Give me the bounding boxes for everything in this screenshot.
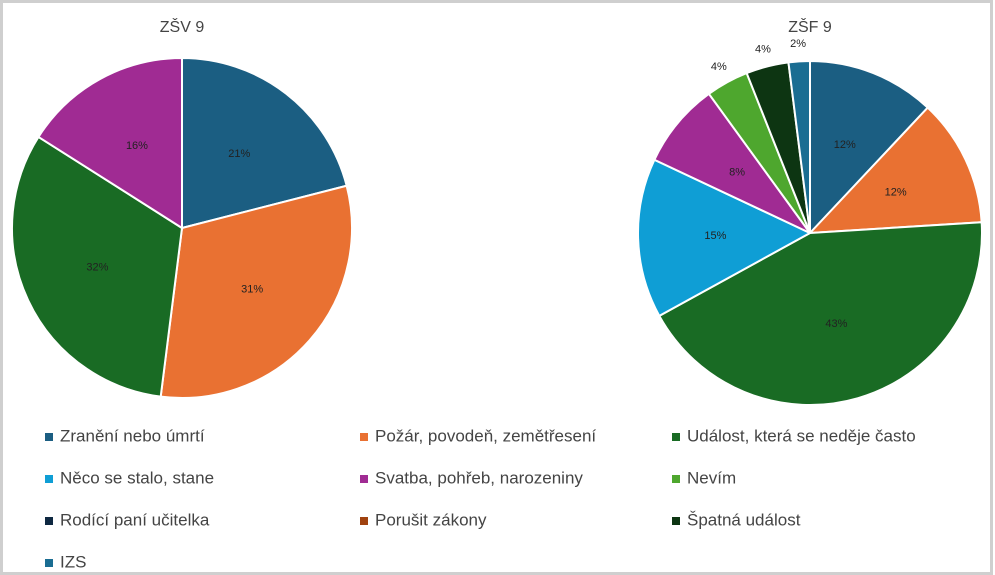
legend-label: Požár, povodeň, zemětřesení — [375, 426, 596, 445]
pie-slice — [637, 158, 813, 318]
legend-label: Něco se stalo, stane — [60, 468, 214, 487]
legend-marker — [672, 433, 680, 441]
data-label: 21% — [228, 148, 250, 160]
legend-marker — [360, 517, 368, 525]
legend-label: Událost, která se neděje často — [687, 426, 916, 445]
pie-slice — [657, 221, 984, 407]
legend-marker — [672, 475, 680, 483]
data-label: 43% — [825, 318, 847, 330]
legend-label: Svatba, pohřeb, narozeniny — [375, 468, 583, 487]
pie-slice — [787, 59, 811, 234]
data-label: 4% — [711, 61, 727, 73]
pie-slice — [37, 56, 183, 230]
legend-label: Špatná událost — [687, 510, 801, 529]
legend-marker — [45, 433, 53, 441]
pie-slice — [809, 59, 930, 236]
pie-slice — [159, 184, 353, 399]
data-label: 4% — [755, 44, 771, 56]
data-label: 15% — [704, 230, 726, 242]
data-label: 8% — [729, 167, 745, 179]
data-label: 12% — [834, 139, 856, 151]
legend-marker — [45, 517, 53, 525]
legend-marker — [360, 475, 368, 483]
legend-label: Porušit zákony — [375, 510, 487, 529]
legend-label: Zranění nebo úmrtí — [60, 426, 205, 445]
data-label: 16% — [126, 140, 148, 152]
legend-label: Nevím — [687, 468, 736, 487]
data-label: 12% — [885, 187, 907, 199]
data-label: 31% — [241, 284, 263, 296]
legend-label: Rodící paní učitelka — [60, 510, 210, 529]
legend-label: IZS — [60, 552, 86, 571]
pie-slice — [807, 106, 983, 235]
data-label: 2% — [790, 38, 806, 50]
chart-title: ZŠF 9 — [788, 17, 832, 36]
legend-marker — [45, 559, 53, 567]
legend-marker — [45, 475, 53, 483]
chart-title: ZŠV 9 — [160, 17, 205, 36]
pie-slice — [181, 56, 348, 230]
legend-marker — [360, 433, 368, 441]
data-label: 32% — [86, 262, 108, 274]
legend-marker — [672, 517, 680, 525]
